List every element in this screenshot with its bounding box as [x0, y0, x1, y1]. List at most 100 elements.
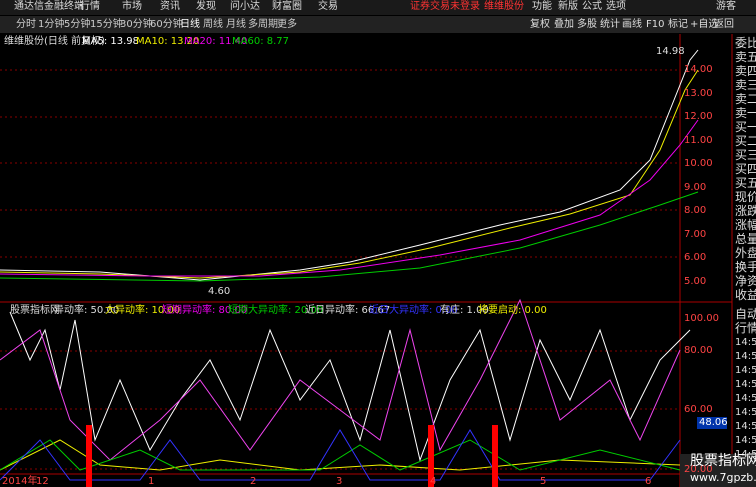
watermark-name: 股票指标网: [690, 453, 756, 469]
tick-time: 14:5: [735, 449, 756, 460]
price-axis-label: 7.00: [684, 229, 707, 240]
indicator-axis-label: 60.00: [684, 404, 713, 415]
tick-time: 14:5: [735, 365, 756, 376]
period-tab[interactable]: 1分钟: [38, 19, 65, 30]
tick-time: 14:5: [735, 407, 756, 418]
price-axis-label: 10.00: [684, 158, 713, 169]
date-label: 1: [148, 476, 155, 487]
price-axis-label: 9.00: [684, 182, 707, 193]
period-tab[interactable]: 月线: [226, 19, 246, 30]
ma-value: MA10: 13.20: [136, 36, 200, 47]
date-label: 3: [336, 476, 343, 487]
high-price-label: 14.98: [656, 46, 685, 57]
tick-time: 14:5: [735, 435, 756, 446]
indicator-value: 短期大异动率: 20.00: [228, 305, 324, 316]
tool-button[interactable]: 叠加: [554, 19, 574, 30]
menu-item[interactable]: 发现: [196, 1, 216, 12]
indicator-value: 大异动率: 10.00: [105, 305, 181, 316]
indicator-value: 异动率: 50.00: [54, 305, 120, 316]
price-axis-label: 11.00: [684, 135, 713, 146]
title-button[interactable]: 功能: [532, 1, 552, 12]
date-label: 6: [645, 476, 652, 487]
ma-value: MA20: 11.40: [184, 36, 248, 47]
tool-button[interactable]: 多股: [577, 19, 597, 30]
title-button[interactable]: 游客: [716, 1, 736, 12]
quote-label: 涨幅: [735, 218, 756, 232]
indicator-value: 近日大异动率: 0.00: [369, 305, 458, 316]
quote-label: 外盘: [735, 246, 756, 260]
period-tab[interactable]: 30分钟: [120, 19, 153, 30]
tick-time: 14:5: [735, 393, 756, 404]
date-label: 4: [430, 476, 437, 487]
ma-value: MA60: 8.77: [232, 36, 290, 47]
date-label: 12: [36, 476, 49, 487]
menu-item[interactable]: 行情: [80, 1, 100, 12]
stock-name: 维维股份: [484, 1, 524, 12]
indicator-axis-label: 100.00: [684, 313, 719, 324]
quote-label: 买三: [735, 148, 756, 162]
chart-header: 维维股份(日线 前复权): [4, 36, 105, 47]
tick-header: 自动: [735, 307, 756, 321]
tool-button[interactable]: 画线: [622, 19, 642, 30]
indicator-axis-label: 20.00: [684, 464, 713, 475]
quote-label: 总量: [735, 232, 756, 246]
indicator-name: 股票指标网: [10, 305, 60, 316]
menu-item[interactable]: 资讯: [160, 1, 180, 12]
menu-item[interactable]: 问小达: [230, 1, 260, 12]
menu-item[interactable]: 市场: [122, 1, 142, 12]
quote-label: 卖三: [735, 78, 756, 92]
title-button[interactable]: 选项: [606, 1, 626, 12]
quote-label: 卖五: [735, 50, 756, 64]
tool-button[interactable]: 统计: [600, 19, 620, 30]
period-tab[interactable]: 60分钟: [150, 19, 183, 30]
tick-header: 行情: [735, 321, 756, 335]
quote-label: 收益: [735, 288, 756, 302]
quote-label: 卖四: [735, 64, 756, 78]
indicator-value: 近日异动率: 66.67: [305, 305, 391, 316]
tool-button[interactable]: F10: [646, 19, 665, 30]
period-tab[interactable]: 日线: [180, 19, 200, 30]
login-notice[interactable]: 证券交易未登录: [410, 1, 480, 12]
tool-button[interactable]: 复权: [530, 19, 550, 30]
tick-time: 14:5: [735, 379, 756, 390]
tick-time: 14:5: [735, 351, 756, 362]
indicator-axis-label: 80.00: [684, 345, 713, 356]
quote-label: 净资: [735, 274, 756, 288]
quote-label: 卖二: [735, 92, 756, 106]
price-axis-label: 14.00: [684, 64, 713, 75]
app-name: 通达信金融终端: [14, 1, 84, 12]
period-tab[interactable]: 周线: [203, 19, 223, 30]
tick-time: 14:5: [735, 337, 756, 348]
date-label: 2: [250, 476, 257, 487]
period-tab[interactable]: 5分钟: [64, 19, 91, 30]
menu-item[interactable]: 交易: [318, 1, 338, 12]
price-axis-label: 12.00: [684, 111, 713, 122]
date-label: 2014年: [2, 476, 38, 487]
quote-label: 现价: [735, 190, 756, 204]
quote-label: 买五: [735, 176, 756, 190]
price-axis-label: 5.00: [684, 276, 707, 287]
quote-label: 换手: [735, 260, 756, 274]
period-tab[interactable]: 多周期: [248, 19, 278, 30]
period-tab[interactable]: 分时: [16, 19, 36, 30]
price-axis-label: 8.00: [684, 205, 707, 216]
low-price-label: 4.60: [208, 286, 231, 297]
price-axis-label: 13.00: [684, 88, 713, 99]
ma-value: MA5: 13.98: [82, 36, 140, 47]
quote-label: 委比: [735, 36, 756, 50]
tool-button[interactable]: 返回: [714, 19, 734, 30]
title-button[interactable]: 新版: [558, 1, 578, 12]
date-label: 5: [540, 476, 547, 487]
quote-label: 买一: [735, 120, 756, 134]
watermark-url: www.7gpzb.com: [690, 471, 756, 484]
period-tab[interactable]: 15分钟: [90, 19, 123, 30]
tool-button[interactable]: 标记: [668, 19, 688, 30]
title-button[interactable]: 公式: [582, 1, 602, 12]
period-tab[interactable]: 更多: [277, 19, 297, 30]
quote-label: 涨跌: [735, 204, 756, 218]
tool-button[interactable]: +自选: [690, 19, 719, 30]
menu-item[interactable]: 财富圈: [272, 1, 302, 12]
tick-time: 14:5: [735, 421, 756, 432]
